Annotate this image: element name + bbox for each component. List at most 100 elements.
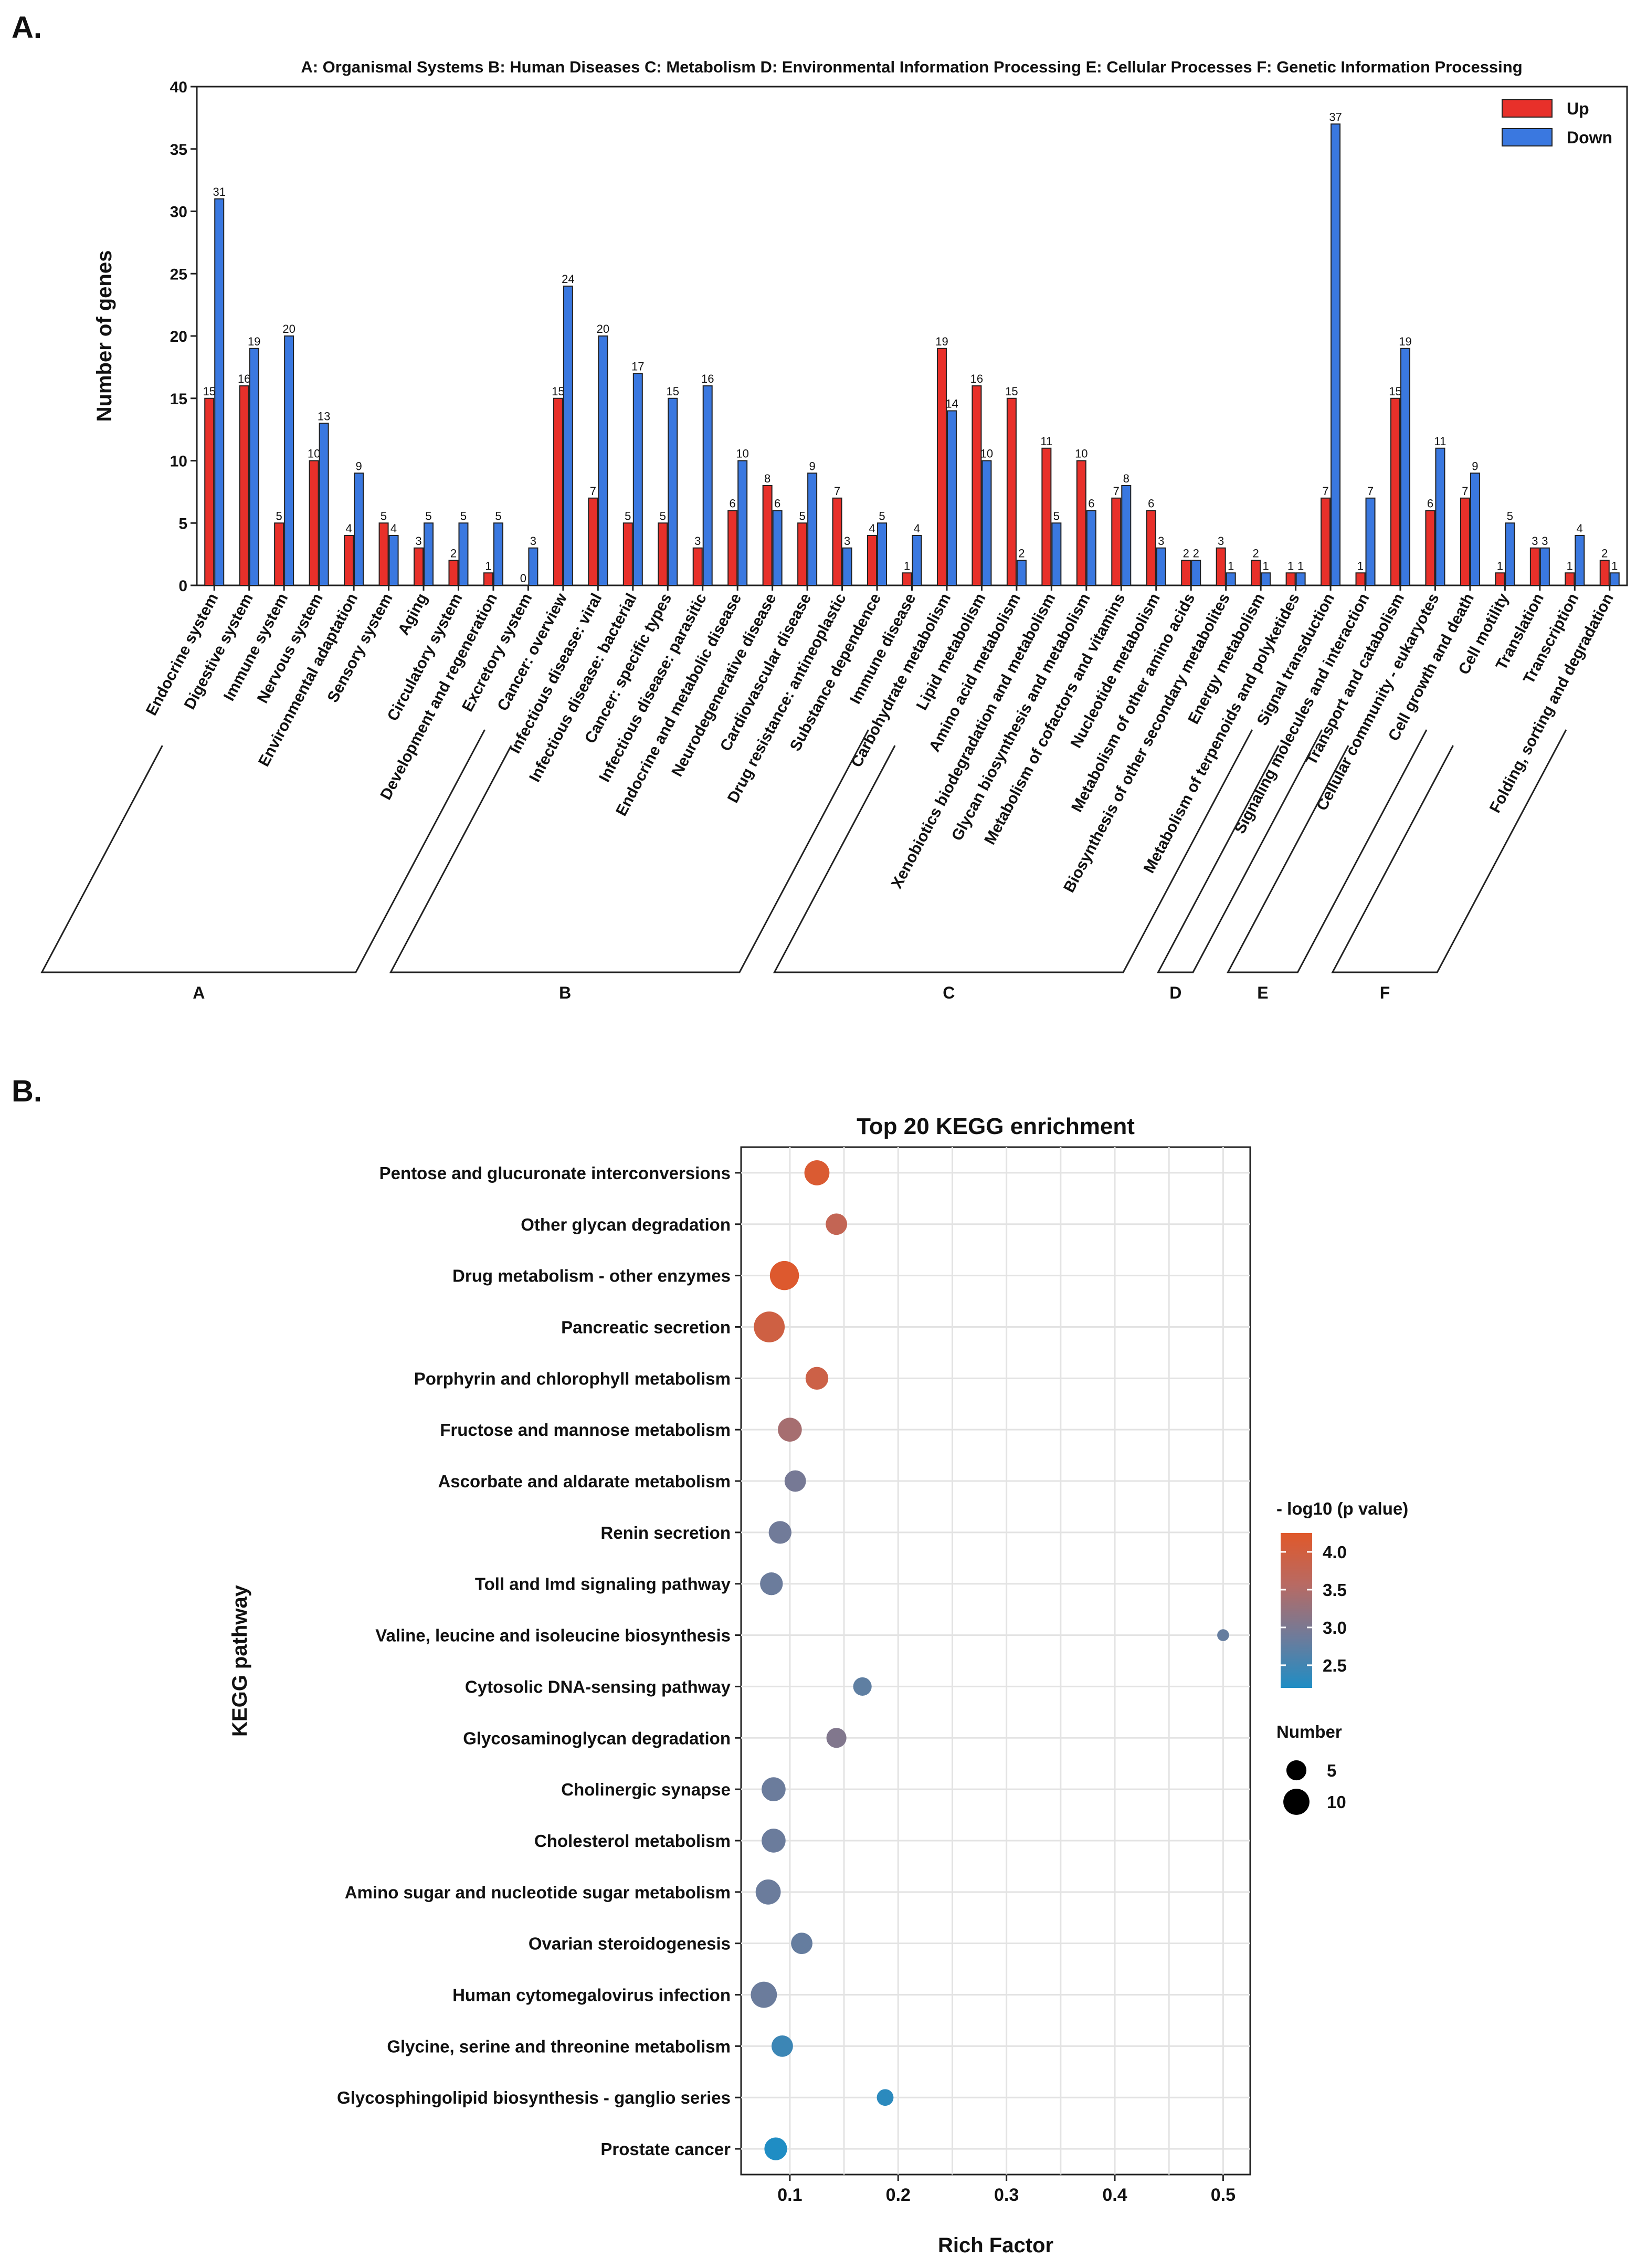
bar-up-19 xyxy=(867,535,878,586)
pathway-label-15: Ovarian steroidogenesis xyxy=(529,1934,731,1954)
bar-value-up-20: 1 xyxy=(904,559,910,572)
group-bracket-c xyxy=(773,729,1253,973)
size-legend-label-0: 5 xyxy=(1327,1761,1336,1780)
bar-value-up-0: 15 xyxy=(203,385,215,398)
bar-down-0 xyxy=(214,198,225,586)
bar-value-up-26: 7 xyxy=(1113,485,1120,498)
y-tick-label-5: 25 xyxy=(170,266,187,283)
bar-up-22 xyxy=(972,385,982,586)
bar-value-up-38: 3 xyxy=(1532,534,1538,548)
bar-value-up-1: 16 xyxy=(238,372,250,385)
bar-value-down-35: 11 xyxy=(1434,435,1447,448)
bubble-17 xyxy=(771,2035,793,2057)
bar-value-up-17: 5 xyxy=(799,509,805,522)
y-tick-label-1: 5 xyxy=(178,515,187,532)
x-tick-label-2: 0.3 xyxy=(994,2185,1019,2205)
bar-value-up-11: 7 xyxy=(590,485,596,498)
bar-up-3 xyxy=(309,460,319,586)
panel-a-label: A. xyxy=(12,10,42,45)
bubble-15 xyxy=(791,1933,813,1955)
bar-up-20 xyxy=(902,572,912,586)
x-tick-label-3: 0.4 xyxy=(1102,2185,1127,2205)
bar-up-27 xyxy=(1146,510,1156,586)
group-bracket-d xyxy=(1157,729,1323,973)
bar-down-1 xyxy=(249,348,259,586)
bar-up-38 xyxy=(1529,547,1540,586)
y-tick-label-8: 40 xyxy=(170,79,187,96)
group-label-b: B xyxy=(559,983,571,1002)
bar-down-24 xyxy=(1051,522,1062,586)
bar-down-22 xyxy=(981,460,992,586)
pathway-label-7: Renin secretion xyxy=(600,1523,731,1542)
bubble-1 xyxy=(826,1213,848,1235)
bar-up-11 xyxy=(588,497,598,586)
bar-value-up-8: 1 xyxy=(485,559,491,572)
bar-value-up-4: 4 xyxy=(345,522,352,535)
bar-up-31 xyxy=(1285,572,1296,586)
bar-value-down-28: 2 xyxy=(1193,547,1199,560)
plot-frame xyxy=(740,1146,1251,2176)
bar-value-up-9: 0 xyxy=(520,572,526,585)
pathway-label-12: Cholinergic synapse xyxy=(561,1780,731,1799)
bar-value-up-40: 2 xyxy=(1601,547,1608,560)
bar-down-2 xyxy=(284,335,294,586)
legend-swatch-up xyxy=(1502,99,1553,118)
bar-up-18 xyxy=(832,497,842,586)
bar-value-down-25: 6 xyxy=(1088,497,1094,510)
y-tick-label-4: 20 xyxy=(170,328,187,345)
pathway-label-5: Fructose and mannose metabolism xyxy=(440,1420,731,1440)
bar-value-down-1: 19 xyxy=(248,335,260,348)
bar-up-21 xyxy=(936,348,947,586)
bar-value-up-21: 19 xyxy=(935,335,948,348)
bar-value-down-2: 20 xyxy=(282,322,295,335)
bar-value-up-19: 4 xyxy=(869,522,875,535)
bar-value-down-15: 10 xyxy=(736,447,748,460)
bar-value-down-27: 3 xyxy=(1158,534,1164,548)
bar-value-down-38: 3 xyxy=(1542,534,1548,548)
bubble-8 xyxy=(760,1572,783,1595)
pathway-label-10: Cytosolic DNA-sensing pathway xyxy=(465,1677,731,1696)
bar-up-8 xyxy=(483,572,493,586)
bar-up-40 xyxy=(1599,560,1610,586)
y-axis-label: Number of genes xyxy=(93,250,116,422)
x-tick-label-6: Aging xyxy=(395,591,431,638)
group-bracket-e xyxy=(1226,729,1428,973)
bar-down-13 xyxy=(668,397,678,586)
pathway-label-0: Pentose and glucuronate interconversions xyxy=(379,1163,731,1183)
bar-value-up-39: 1 xyxy=(1567,559,1573,572)
bar-down-20 xyxy=(912,535,922,586)
bar-value-down-0: 31 xyxy=(213,185,225,198)
bar-up-13 xyxy=(658,522,668,586)
bar-value-up-37: 1 xyxy=(1497,559,1503,572)
bar-up-32 xyxy=(1321,497,1331,586)
bar-down-28 xyxy=(1191,560,1201,586)
bar-value-down-8: 5 xyxy=(495,509,501,522)
bubble-4 xyxy=(805,1367,829,1390)
bar-value-down-20: 4 xyxy=(914,522,920,535)
bar-down-8 xyxy=(493,522,503,586)
bar-value-down-34: 19 xyxy=(1399,335,1411,348)
bubble-14 xyxy=(755,1879,781,1905)
bar-up-7 xyxy=(448,560,459,586)
bar-down-3 xyxy=(319,423,329,586)
bar-value-down-23: 2 xyxy=(1018,547,1025,560)
pathway-label-6: Ascorbate and aldarate metabolism xyxy=(438,1472,731,1491)
bar-down-27 xyxy=(1156,547,1166,586)
bar-value-down-7: 5 xyxy=(460,509,467,522)
bar-value-up-32: 7 xyxy=(1322,485,1328,498)
bar-up-2 xyxy=(274,522,284,586)
bar-up-34 xyxy=(1390,397,1400,586)
bar-down-19 xyxy=(877,522,888,586)
legend-swatch-down xyxy=(1502,128,1553,146)
pathway-label-11: Glycosaminoglycan degradation xyxy=(463,1728,731,1748)
size-legend-label-1: 10 xyxy=(1327,1792,1346,1812)
color-legend-bar xyxy=(1281,1533,1312,1688)
bubble-5 xyxy=(778,1418,802,1442)
bar-value-down-33: 7 xyxy=(1367,485,1374,498)
bar-up-26 xyxy=(1111,497,1122,586)
bar-value-up-5: 5 xyxy=(381,509,387,522)
color-tick-label-3: 4.0 xyxy=(1323,1542,1347,1562)
bar-value-down-16: 6 xyxy=(774,497,780,510)
bar-down-21 xyxy=(946,410,957,586)
color-tick-label-1: 3.0 xyxy=(1323,1618,1347,1637)
